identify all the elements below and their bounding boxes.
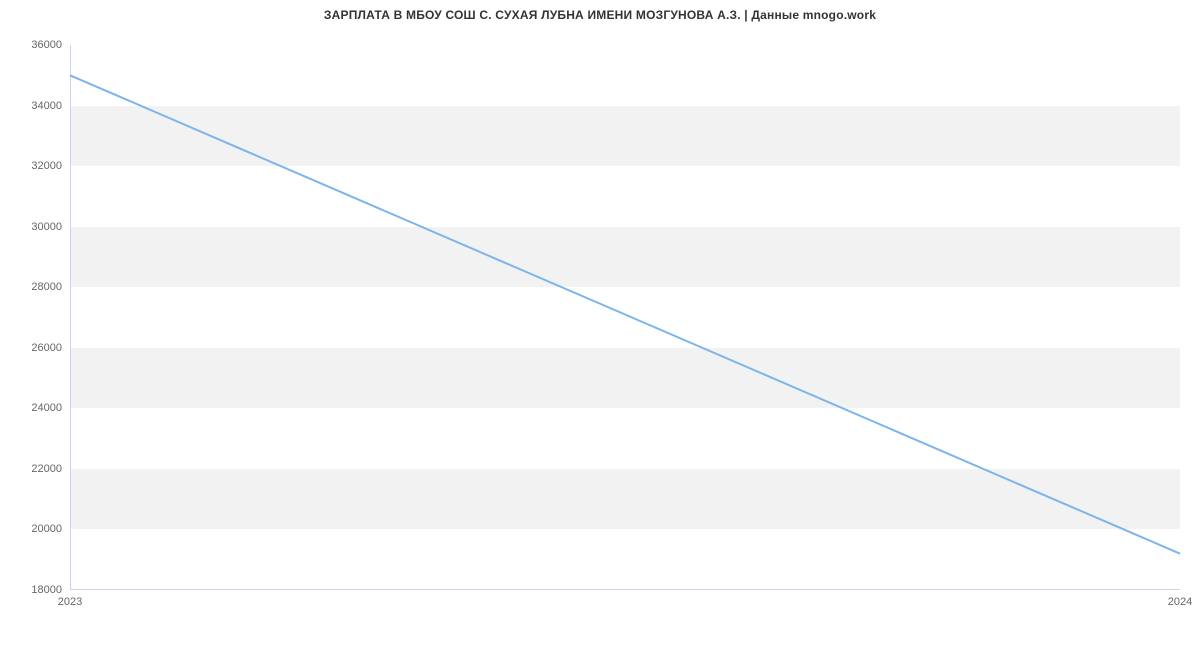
y-tick-label: 22000	[31, 463, 62, 475]
y-tick-label: 24000	[31, 402, 62, 414]
y-tick-label: 36000	[31, 39, 62, 51]
x-tick-label: 2023	[58, 596, 82, 608]
y-tick-label: 30000	[31, 221, 62, 233]
y-tick-label: 28000	[31, 281, 62, 293]
y-tick-label: 32000	[31, 160, 62, 172]
chart-svg	[70, 45, 1180, 590]
series-line-salary	[70, 75, 1180, 553]
chart-title: ЗАРПЛАТА В МБОУ СОШ С. СУХАЯ ЛУБНА ИМЕНИ…	[0, 0, 1200, 22]
x-tick-label: 2024	[1168, 596, 1192, 608]
plot-area: 1800020000220002400026000280003000032000…	[70, 45, 1180, 590]
y-tick-label: 34000	[31, 100, 62, 112]
y-tick-label: 26000	[31, 342, 62, 354]
y-tick-label: 18000	[31, 584, 62, 596]
y-tick-label: 20000	[31, 523, 62, 535]
